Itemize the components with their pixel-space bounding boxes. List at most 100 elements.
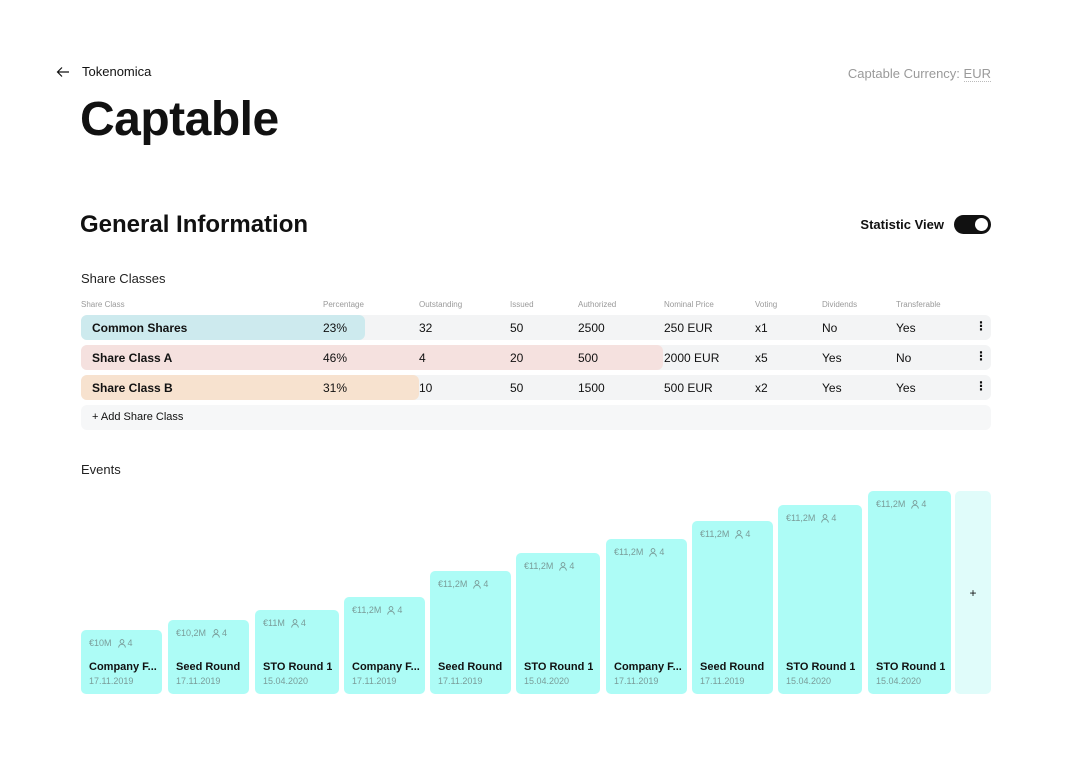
person-icon (212, 628, 220, 638)
person-icon (911, 499, 920, 509)
arrow-left-icon[interactable] (56, 65, 70, 79)
more-vertical-icon[interactable]: ⋮ (975, 319, 987, 333)
table-row[interactable]: Common Shares 23% 32 50 2500 250 EUR x1 … (81, 315, 991, 340)
event-amount: €11,2M (524, 561, 554, 571)
event-date: 17.11.2019 (89, 676, 134, 686)
authorized-cell: 2500 (578, 321, 605, 335)
person-icon (291, 618, 299, 628)
person-icon (387, 605, 396, 615)
investor-count: 4 (483, 579, 489, 589)
currency-value[interactable]: EUR (963, 66, 991, 82)
more-vertical-icon[interactable]: ⋮ (975, 379, 987, 393)
event-card[interactable]: €11,2M 4 Company F... 17.11.2019 (344, 597, 425, 694)
share-class-name: Share Class B (92, 381, 173, 395)
event-meta: €11,2M 4 (700, 529, 750, 539)
event-card[interactable]: €10,2M 4 Seed Round 17.11.2019 (168, 620, 249, 694)
event-name: Seed Round (700, 661, 765, 673)
event-investors: 4 (821, 513, 836, 523)
event-meta: €11,2M 4 (352, 605, 402, 615)
column-header: Share Class (81, 300, 125, 309)
event-amount: €11,2M (786, 513, 816, 523)
voting-cell: x5 (755, 351, 768, 365)
event-card[interactable]: €10M 4 Company F... 17.11.2019 (81, 630, 162, 694)
event-amount: €11,2M (700, 529, 730, 539)
currency-label: Captable Currency: (847, 66, 960, 81)
event-date: 17.11.2019 (176, 676, 221, 686)
events-timeline: €10M 4 Company F... 17.11.2019 €10,2M 4 Se… (81, 490, 991, 694)
nominal-price-cell: 2000 EUR (664, 351, 720, 365)
event-name: Company F... (352, 661, 420, 673)
event-name: Company F... (614, 661, 682, 673)
toggle-knob (975, 218, 988, 231)
column-header: Voting (755, 300, 778, 309)
person-icon (473, 579, 482, 589)
event-meta: €10M 4 (89, 638, 133, 648)
more-vertical-icon[interactable]: ⋮ (975, 349, 987, 363)
person-icon (821, 513, 830, 523)
event-investors: 4 (559, 561, 574, 571)
table-row[interactable]: Share Class B 31% 10 50 1500 500 EUR x2 … (81, 375, 991, 400)
investor-count: 4 (659, 547, 665, 557)
event-card[interactable]: €11,2M 4 Seed Round 17.11.2019 (692, 521, 773, 694)
event-date: 17.11.2019 (352, 676, 397, 686)
column-header: Dividends (822, 300, 858, 309)
investor-count: 4 (222, 628, 228, 638)
event-card[interactable]: €11,2M 4 Seed Round 17.11.2019 (430, 571, 511, 694)
event-investors: 4 (911, 499, 926, 509)
investor-count: 4 (569, 561, 575, 571)
person-icon (649, 547, 658, 557)
column-header: Nominal Price (664, 300, 714, 309)
issued-cell: 20 (510, 351, 524, 365)
event-card[interactable]: €11,2M 4 STO Round 1 15.04.2020 (868, 491, 951, 694)
nominal-price-cell: 250 EUR (664, 321, 713, 335)
event-meta: €11M 4 (263, 618, 306, 628)
share-class-name: Share Class A (92, 351, 173, 365)
transferable-cell: Yes (896, 381, 916, 395)
share-class-name: Common Shares (92, 321, 188, 335)
back-link[interactable]: Tokenomica (82, 64, 152, 79)
add-share-class-button[interactable]: + Add Share Class (81, 405, 991, 430)
event-date: 17.11.2019 (700, 676, 745, 686)
event-amount: €11,2M (876, 499, 906, 509)
percentage-bar (81, 315, 365, 340)
investor-count: 4 (921, 499, 927, 509)
event-investors: 4 (117, 638, 133, 648)
outstanding-cell: 10 (419, 381, 433, 395)
event-investors: 4 (387, 605, 402, 615)
event-amount: €11,2M (614, 547, 644, 557)
event-name: Company F... (89, 661, 157, 673)
table-row[interactable]: Share Class A 46% 4 20 500 2000 EUR x5 Y… (81, 345, 991, 370)
page-title: Captable (80, 93, 279, 146)
issued-cell: 50 (510, 381, 524, 395)
voting-cell: x1 (755, 321, 768, 335)
investor-count: 4 (300, 618, 306, 628)
event-name: STO Round 1 (524, 661, 594, 673)
event-card[interactable]: €11,2M 4 STO Round 1 15.04.2020 (778, 505, 862, 694)
add-event-button[interactable]: + (955, 491, 991, 694)
event-investors: 4 (735, 529, 750, 539)
dividends-cell: Yes (822, 381, 842, 395)
event-card[interactable]: €11M 4 STO Round 1 15.04.2020 (255, 610, 339, 694)
share-classes-table: Share Class Percentage Outstanding Issue… (81, 298, 991, 430)
breadcrumb: Tokenomica (56, 64, 151, 79)
column-header: Percentage (323, 300, 364, 309)
percentage-cell: 31% (323, 381, 348, 395)
column-header: Transferable (896, 300, 941, 309)
percentage-bar (81, 375, 419, 400)
currency-selector: Captable Currency: EUR (847, 66, 991, 82)
event-card[interactable]: €11,2M 4 Company F... 17.11.2019 (606, 539, 687, 694)
statistic-view-toggle[interactable] (954, 215, 991, 234)
event-amount: €10,2M (176, 628, 207, 638)
event-meta: €11,2M 4 (524, 561, 574, 571)
dividends-cell: Yes (822, 351, 842, 365)
nominal-price-cell: 500 EUR (664, 381, 713, 395)
event-investors: 4 (473, 579, 488, 589)
event-meta: €10,2M 4 (176, 628, 227, 638)
investor-count: 4 (831, 513, 837, 523)
column-header: Issued (510, 300, 534, 309)
authorized-cell: 1500 (578, 381, 605, 395)
event-amount: €11,2M (352, 605, 382, 615)
section-title: General Information (80, 211, 309, 238)
event-card[interactable]: €11,2M 4 STO Round 1 15.04.2020 (516, 553, 600, 694)
person-icon (559, 561, 568, 571)
